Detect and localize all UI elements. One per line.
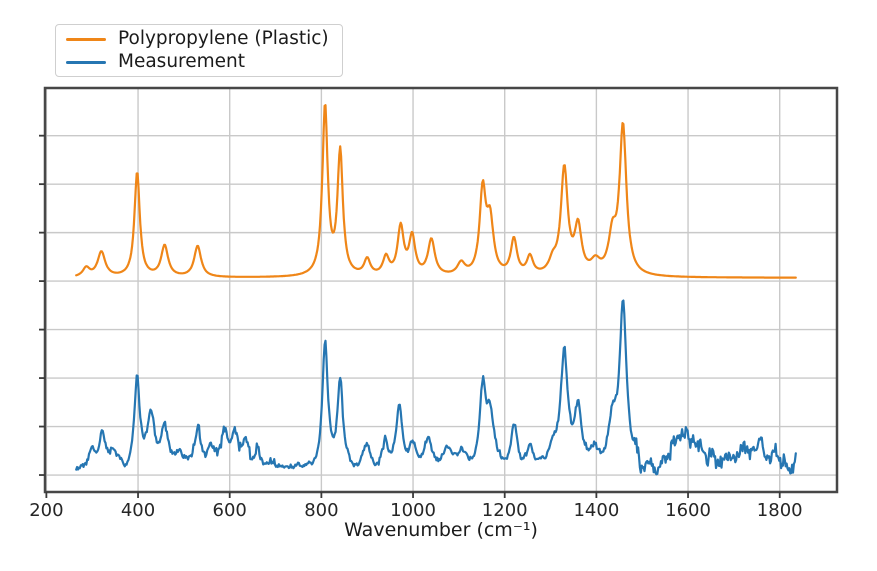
x-tick-label-1600: 1600 — [665, 500, 711, 521]
legend-line-swatch-orange — [66, 37, 106, 41]
x-tick-label-200: 200 — [29, 500, 64, 521]
legend-label-measurement: Measurement — [118, 51, 246, 72]
x-axis-title: Wavenumber (cm⁻¹) — [344, 519, 538, 541]
x-tick-label-400: 400 — [120, 500, 156, 521]
plot-frame — [43, 86, 839, 494]
x-tick-label-600: 600 — [212, 500, 247, 521]
x-tick-label-1200: 1200 — [481, 500, 528, 521]
x-tick-label-1000: 1000 — [390, 500, 436, 521]
x-tick-label-800: 800 — [304, 500, 339, 521]
legend-item-polypropylene: Polypropylene (Plastic) — [66, 29, 334, 49]
legend-item-measurement: Measurement — [66, 52, 334, 72]
x-tick-label-1800: 1800 — [756, 500, 803, 521]
spectrum-line-measurement — [75, 299, 797, 476]
legend-label-polypropylene: Polypropylene (Plastic) — [118, 28, 329, 49]
x-tick-label-1400: 1400 — [573, 500, 620, 521]
legend: Polypropylene (Plastic) Measurement — [55, 24, 343, 77]
legend-line-swatch-blue — [66, 60, 106, 64]
spectrum-line-polypropylene — [75, 104, 797, 279]
